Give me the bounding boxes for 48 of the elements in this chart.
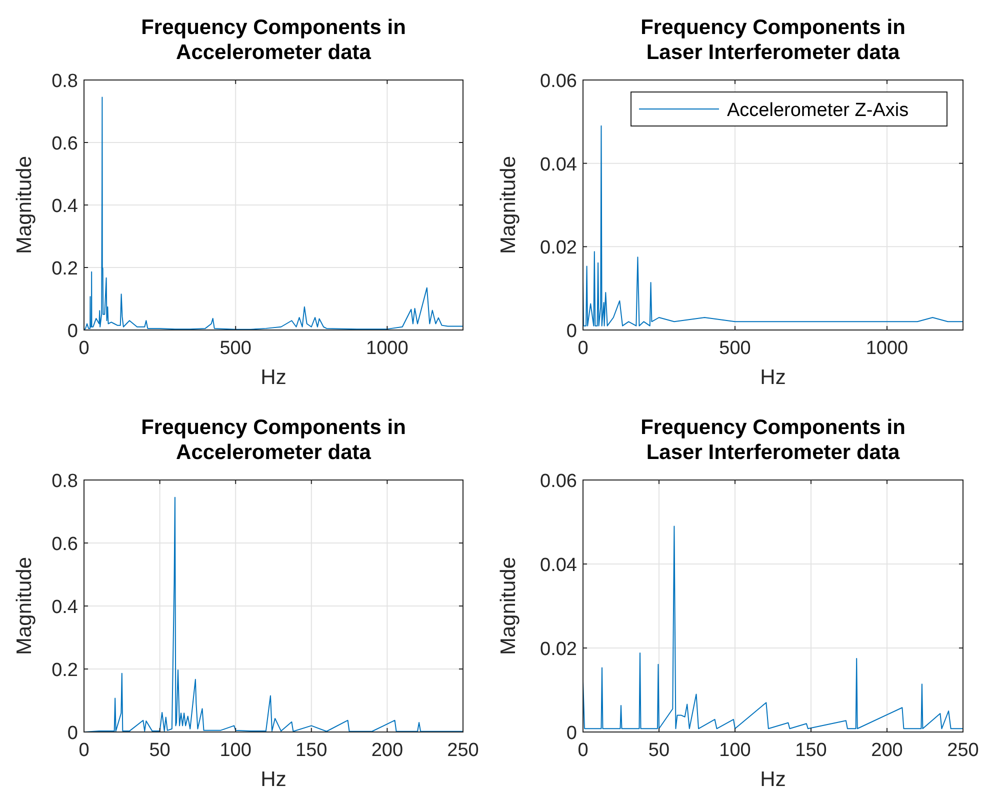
line-series [583,526,963,730]
y-tick-label: 0.8 [52,471,78,492]
y-tick-label: 0.2 [52,258,78,280]
x-axis-title: Hz [260,366,286,389]
x-tick-label: 100 [719,740,751,761]
x-tick-label: 250 [447,740,479,761]
x-axis-title: Hz [260,768,286,791]
y-tick-label: 0 [67,321,78,342]
chart-title: Frequency Components in Accelerometer data [141,16,406,64]
x-tick-label: 50 [648,740,670,761]
x-tick-label: 200 [871,740,903,761]
x-tick-label: 500 [220,338,252,359]
y-axis-title: Magnitude [497,556,520,656]
x-tick-label: 1000 [366,338,408,359]
y-tick-label: 0.06 [540,471,577,492]
y-tick-label: 0.02 [540,238,577,259]
y-tick-label: 0.04 [540,555,578,576]
line-series [583,125,963,326]
x-axis-title: Hz [760,768,786,791]
y-axis-title: Magnitude [497,156,520,254]
x-tick-label: 250 [947,740,979,761]
x-tick-label: 150 [795,740,827,761]
y-tick-label: 0.4 [52,597,78,618]
x-tick-label: 1000 [866,338,908,359]
y-tick-label: 0.6 [52,534,78,555]
x-tick-label: 50 [149,740,170,761]
y-tick-label: 0.06 [540,71,577,92]
y-tick-label: 0 [67,723,78,744]
y-tick-label: 0.4 [52,196,78,217]
x-axis-title: Hz [760,366,786,389]
y-tick-label: 0.8 [52,71,78,92]
y-tick-label: 0.04 [540,154,578,176]
y-axis-title: Magnitude [13,556,36,656]
y-axis-title: Magnitude [13,156,36,254]
x-tick-label: 100 [220,740,252,761]
chart-title: Frequency Components in Laser Interferometer data [640,16,906,64]
chart-title: Frequency Components in Accelerometer data [141,416,406,464]
y-tick-label: 0.02 [540,639,577,660]
chart-title: Frequency Components in Laser Interferometer data [640,416,906,464]
y-tick-label: 0 [566,321,577,342]
y-tick-label: 0 [566,723,577,744]
y-tick-label: 0.2 [52,660,78,681]
legend-label: Accelerometer Z-Axis [727,100,909,121]
x-tick-label: 150 [296,740,328,761]
y-tick-label: 0.6 [52,134,78,154]
x-tick-label: 500 [719,338,751,359]
line-series [84,96,463,330]
x-tick-label: 200 [371,740,404,761]
